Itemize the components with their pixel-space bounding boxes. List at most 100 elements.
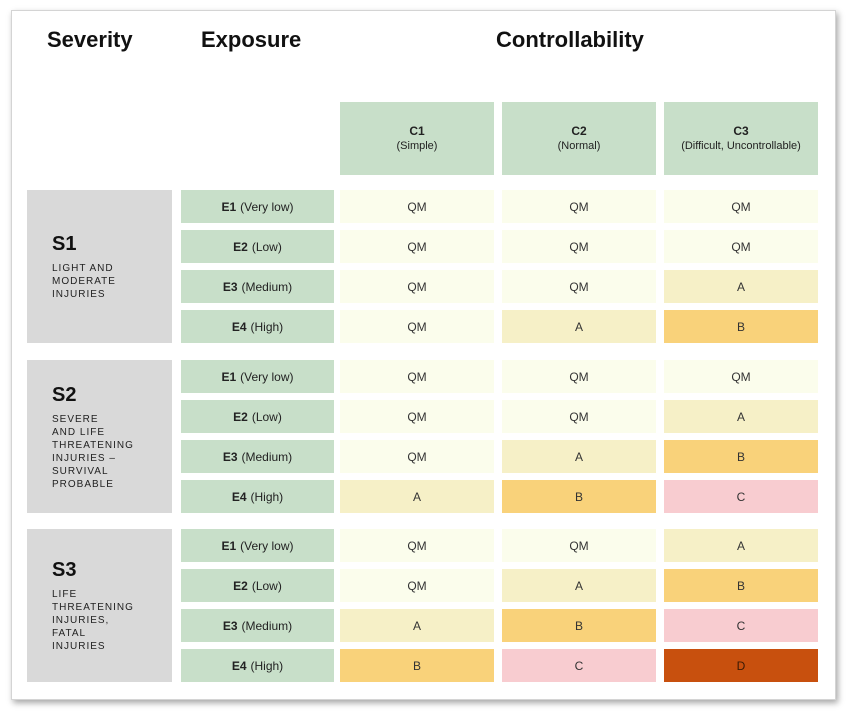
controllability-col-c3: C3 (Difficult, Uncontrollable) bbox=[664, 102, 818, 175]
severity-block-s1: S1 LIGHT AND MODERATE INJURIES bbox=[27, 190, 172, 343]
severity-description-line: THREATENING bbox=[52, 602, 134, 613]
exposure-desc: (Very low) bbox=[240, 538, 294, 553]
exposure-desc: (Medium) bbox=[241, 279, 293, 294]
asil-cell-s1-e4-c2: A bbox=[502, 310, 656, 343]
asil-cell-s1-e1-c2: QM bbox=[502, 190, 656, 223]
asil-cell-s3-e2-c1: QM bbox=[340, 569, 494, 602]
asil-cell-s2-e4-c2: B bbox=[502, 480, 656, 513]
controllability-code: C3 bbox=[733, 123, 749, 138]
asil-cell-s2-e1-c2: QM bbox=[502, 360, 656, 393]
asil-cell-s2-e3-c3: B bbox=[664, 440, 818, 473]
exposure-desc: (Low) bbox=[251, 239, 282, 254]
severity-description: SEVERE AND LIFE THREATENING INJURIES – SURVI… bbox=[52, 413, 172, 491]
asil-cell-s2-e3-c2: A bbox=[502, 440, 656, 473]
exposure-desc: (Medium) bbox=[241, 449, 293, 464]
controllability-desc: (Simple) bbox=[396, 139, 438, 152]
asil-cell-s3-e3-c1: A bbox=[340, 609, 494, 642]
exposure-cell-s2-e3: E3 (Medium) bbox=[181, 440, 334, 473]
exposure-code: E4 bbox=[231, 489, 247, 504]
asil-cell-s3-e1-c2: QM bbox=[502, 529, 656, 562]
asil-cell-s1-e2-c1: QM bbox=[340, 230, 494, 263]
severity-description-line: INJURIES – bbox=[52, 452, 116, 464]
controllability-desc: (Difficult, Uncontrollable) bbox=[681, 139, 801, 152]
asil-cell-s2-e2-c2: QM bbox=[502, 400, 656, 433]
exposure-desc: (Low) bbox=[251, 578, 282, 593]
asil-cell-s2-e1-c3: QM bbox=[664, 360, 818, 393]
asil-cell-s2-e2-c1: QM bbox=[340, 400, 494, 433]
exposure-cell-s3-e2: E2 (Low) bbox=[181, 569, 334, 602]
asil-cell-s1-e1-c1: QM bbox=[340, 190, 494, 223]
exposure-desc: (High) bbox=[250, 319, 284, 334]
exposure-code: E3 bbox=[222, 449, 238, 464]
asil-cell-s2-e3-c1: QM bbox=[340, 440, 494, 473]
exposure-code: E4 bbox=[231, 319, 247, 334]
controllability-code: C1 bbox=[409, 123, 425, 138]
exposure-code: E1 bbox=[221, 369, 237, 384]
asil-cell-s3-e1-c1: QM bbox=[340, 529, 494, 562]
controllability-code: C2 bbox=[571, 123, 587, 138]
exposure-code: E2 bbox=[233, 239, 248, 254]
exposure-code: E3 bbox=[222, 618, 238, 633]
asil-cell-s3-e4-c2: C bbox=[502, 649, 656, 682]
exposure-cell-s3-e3: E3 (Medium) bbox=[181, 609, 334, 642]
severity-code: S2 bbox=[52, 383, 77, 406]
asil-cell-s1-e4-c1: QM bbox=[340, 310, 494, 343]
exposure-code: E2 bbox=[233, 409, 248, 424]
exposure-code: E2 bbox=[233, 578, 248, 593]
severity-description-line: SEVERE bbox=[52, 413, 99, 425]
exposure-code: E4 bbox=[231, 658, 247, 673]
asil-cell-s1-e3-c2: QM bbox=[502, 270, 656, 303]
exposure-code: E3 bbox=[222, 279, 238, 294]
asil-cell-s1-e4-c3: B bbox=[664, 310, 818, 343]
controllability-col-c1: C1 (Simple) bbox=[340, 102, 494, 175]
exposure-desc: (High) bbox=[250, 658, 284, 673]
severity-description-line: INJURIES, bbox=[52, 615, 110, 626]
severity-description-line: PROBABLE bbox=[52, 478, 114, 490]
asil-cell-s3-e4-c3: D bbox=[664, 649, 818, 682]
exposure-cell-s1-e4: E4 (High) bbox=[181, 310, 334, 343]
exposure-desc: (Low) bbox=[251, 409, 282, 424]
severity-description-line: INJURIES bbox=[52, 641, 106, 652]
asil-cell-s3-e3-c2: B bbox=[502, 609, 656, 642]
asil-cell-s1-e2-c2: QM bbox=[502, 230, 656, 263]
severity-description-line: LIGHT AND bbox=[52, 263, 114, 274]
controllability-header: Controllability bbox=[496, 27, 644, 52]
severity-header: Severity bbox=[47, 27, 133, 52]
severity-block-s3: S3 LIFE THREATENING INJURIES, FATAL INJURIES bbox=[27, 529, 172, 682]
exposure-cell-s2-e2: E2 (Low) bbox=[181, 400, 334, 433]
severity-description-line: AND LIFE bbox=[52, 426, 106, 438]
exposure-desc: (Very low) bbox=[240, 369, 294, 384]
exposure-code: E1 bbox=[221, 199, 237, 214]
asil-cell-s2-e2-c3: A bbox=[664, 400, 818, 433]
severity-code: S3 bbox=[52, 559, 77, 581]
severity-description-line: INJURIES bbox=[52, 289, 106, 300]
exposure-cell-s1-e3: E3 (Medium) bbox=[181, 270, 334, 303]
asil-cell-s1-e3-c3: A bbox=[664, 270, 818, 303]
asil-risk-matrix: Severity Exposure Controllability C1 (Sim… bbox=[11, 10, 836, 700]
exposure-cell-s1-e2: E2 (Low) bbox=[181, 230, 334, 263]
severity-description: LIFE THREATENING INJURIES, FATAL INJURIES bbox=[52, 588, 172, 653]
asil-cell-s3-e2-c3: B bbox=[664, 569, 818, 602]
asil-cell-s2-e4-c3: C bbox=[664, 480, 818, 513]
asil-cell-s3-e4-c1: B bbox=[340, 649, 494, 682]
asil-cell-s2-e1-c1: QM bbox=[340, 360, 494, 393]
exposure-cell-s1-e1: E1 (Very low) bbox=[181, 190, 334, 223]
asil-cell-s1-e2-c3: QM bbox=[664, 230, 818, 263]
exposure-code: E1 bbox=[221, 538, 237, 553]
asil-cell-s2-e4-c1: A bbox=[340, 480, 494, 513]
controllability-col-c2: C2 (Normal) bbox=[502, 102, 656, 175]
exposure-desc: (High) bbox=[250, 489, 284, 504]
severity-description: LIGHT AND MODERATE INJURIES bbox=[52, 262, 172, 301]
asil-cell-s3-e3-c3: C bbox=[664, 609, 818, 642]
asil-cell-s1-e1-c3: QM bbox=[664, 190, 818, 223]
asil-cell-s1-e3-c1: QM bbox=[340, 270, 494, 303]
severity-description-line: LIFE bbox=[52, 589, 78, 600]
exposure-desc: (Very low) bbox=[240, 199, 294, 214]
exposure-cell-s3-e4: E4 (High) bbox=[181, 649, 334, 682]
severity-code: S1 bbox=[52, 233, 77, 255]
exposure-header: Exposure bbox=[201, 27, 302, 52]
severity-description-line: MODERATE bbox=[52, 276, 116, 287]
exposure-desc: (Medium) bbox=[241, 618, 293, 633]
exposure-cell-s2-e1: E1 (Very low) bbox=[181, 360, 334, 393]
exposure-cell-s2-e4: E4 (High) bbox=[181, 480, 334, 513]
